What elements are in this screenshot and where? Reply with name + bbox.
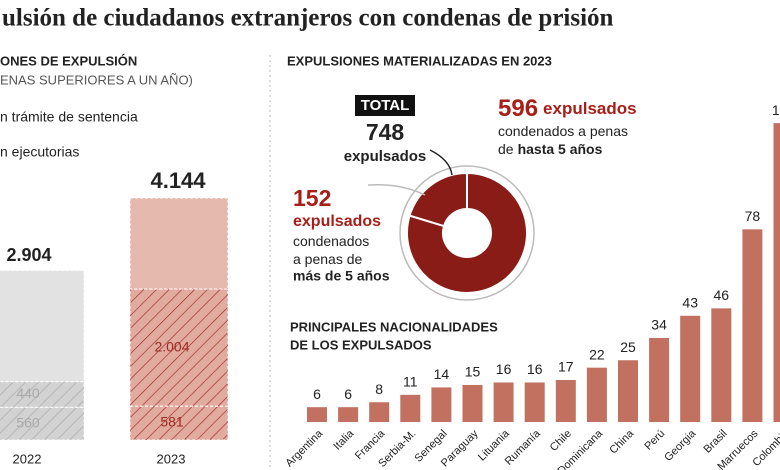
leader-line: [429, 149, 453, 176]
bar: [649, 338, 670, 422]
value-label: 121: [772, 102, 780, 118]
value-label: 6: [344, 386, 352, 402]
value-label: 11: [403, 374, 418, 390]
bar: [711, 308, 732, 422]
value-label: 14: [434, 366, 450, 382]
slice-value-unit: expulsados: [543, 99, 637, 118]
total-label: 4.144: [150, 168, 206, 193]
value-label: 78: [745, 208, 761, 224]
bar-segment: [0, 381, 85, 408]
value-label: 6: [313, 386, 321, 402]
value-label: 17: [558, 359, 574, 375]
slice-value-number: 596: [498, 95, 538, 122]
total-box: [355, 95, 415, 116]
segment-label: 2.004: [154, 338, 189, 354]
slice-note-bold: hasta 5 años: [518, 141, 603, 157]
slice-note: condenados: [293, 233, 369, 249]
bar: [400, 394, 421, 422]
x-tick-label: China: [607, 427, 636, 456]
slice-note-text: condenados: [293, 233, 369, 249]
slice-note-text: de: [498, 141, 514, 157]
slice-note-bold: más de 5 años: [293, 268, 390, 284]
chart-title: ONES DE EXPULSIÓN: [0, 53, 137, 68]
bar: [742, 229, 763, 422]
total-label: 2.904: [6, 245, 51, 265]
total-label: TOTAL: [361, 97, 410, 114]
legend-label: n ejecutorias: [0, 144, 79, 160]
bar-segment: [0, 406, 85, 441]
slice-value-unit: expulsados: [293, 213, 381, 230]
value-label: 43: [682, 294, 698, 310]
bar: [462, 384, 483, 422]
x-tick-label: Brasil: [702, 428, 730, 456]
page-title: ulsión de ciudadanos extranjeros con con…: [2, 5, 614, 32]
donut-outline: [399, 165, 535, 301]
leader-line: [367, 183, 426, 196]
bar: [680, 315, 701, 422]
chart-title: DE LOS EXPULSADOS: [290, 337, 432, 352]
bar: [338, 407, 359, 422]
x-tick-label: Argentina: [283, 427, 325, 469]
segment-label: 560: [16, 414, 40, 430]
segment-label: 440: [16, 385, 40, 401]
value-label: 8: [375, 381, 383, 397]
bar-segment: [129, 288, 229, 407]
total-unit: expulsados: [344, 148, 427, 165]
x-tick-label: 2023: [157, 451, 186, 466]
x-tick-label: Chile: [548, 428, 574, 454]
value-label: 15: [465, 364, 481, 380]
chart-title: PRINCIPALES NACIONALIDADES: [290, 319, 498, 334]
x-tick-label: Georgia: [662, 427, 699, 464]
x-tick-label: 2022: [13, 451, 42, 466]
slice-note: condenados a penas: [498, 123, 628, 139]
donut-slice: [408, 171, 468, 228]
chart-title: EXPULSIONES MATERIALIZADAS EN 2023: [287, 53, 552, 68]
bar: [493, 382, 514, 422]
value-label: 22: [589, 346, 605, 362]
bar: [369, 402, 390, 422]
chart-subtitle: ENAS SUPERIORES A UN AÑO): [0, 72, 193, 87]
x-tick-label: Rumanía: [503, 427, 544, 468]
slice-note: a penas de: [293, 251, 362, 267]
slice-note-text: condenados a penas: [498, 123, 628, 139]
slice-value: 152: [293, 185, 331, 211]
x-tick-label: Perú: [642, 428, 667, 453]
donut-slice: [406, 171, 528, 294]
bar: [618, 360, 638, 422]
bar: [586, 367, 607, 422]
bar-segment: [0, 269, 85, 383]
value-label: 25: [620, 339, 636, 355]
bar: [431, 387, 452, 422]
bar: [773, 123, 780, 422]
total-value: 748: [366, 119, 405, 145]
legend-label: n trámite de sentencia: [0, 109, 138, 125]
value-label: 34: [651, 317, 667, 333]
bar-segment: [129, 405, 229, 441]
x-tick-label: Italia: [331, 427, 357, 453]
bar: [307, 407, 327, 422]
value-label: 16: [496, 361, 512, 377]
slice-value-number: 152: [293, 185, 331, 211]
bar: [524, 382, 545, 422]
slice-note-text: a penas de: [293, 251, 362, 267]
value-label: 46: [714, 287, 730, 303]
slice-note: de hasta 5 años: [498, 141, 603, 157]
bar-segment: [129, 197, 229, 290]
bar: [555, 380, 576, 422]
slice-value: 596 expulsados: [498, 95, 637, 122]
segment-label: 581: [160, 414, 184, 430]
value-label: 16: [527, 361, 543, 377]
